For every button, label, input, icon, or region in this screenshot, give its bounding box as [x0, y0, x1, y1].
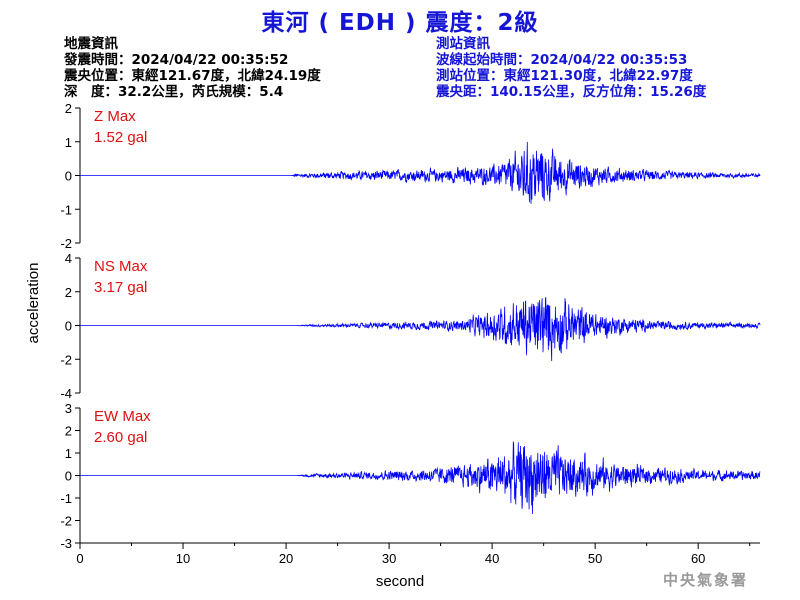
x-tick-label: 50: [588, 551, 602, 566]
wave-start-time: 波線起始時間：2024/04/22 00:35:53: [436, 52, 688, 68]
x-tick-label: 40: [485, 551, 499, 566]
x-tick-label: 20: [279, 551, 293, 566]
y-tick-label: -2: [60, 352, 72, 367]
epicenter-location: 震央位置：東經121.67度，北緯24.19度: [64, 68, 321, 84]
y-tick-label: -2: [60, 514, 72, 529]
y-tick-label: 4: [65, 251, 72, 266]
y-axis-label: acceleration: [25, 263, 42, 344]
y-tick-label: 2: [65, 424, 72, 439]
origin-time: 發震時間：2024/04/22 00:35:52: [64, 52, 289, 68]
page-title: 東河 ( EDH ) 震度：2級: [261, 10, 539, 36]
x-tick-label: 30: [382, 551, 396, 566]
panel-max-value: 3.17 gal: [94, 279, 147, 296]
agency-logo-text: 中央氣象署: [662, 571, 748, 589]
distance-azimuth: 震央距：140.15公里，反方位角：15.26度: [436, 84, 707, 100]
station-location: 測站位置：東經121.30度，北緯22.97度: [436, 68, 693, 84]
panel-channel-label: NS Max: [94, 258, 148, 275]
y-tick-label: -1: [60, 202, 72, 217]
y-tick-label: -4: [60, 386, 72, 401]
y-tick-label: 2: [65, 101, 72, 116]
panel-max-value: 1.52 gal: [94, 129, 147, 146]
y-tick-label: 0: [65, 469, 72, 484]
waveform-line: [80, 296, 761, 362]
x-axis-label: second: [376, 573, 424, 590]
panel-channel-label: Z Max: [94, 108, 136, 125]
y-tick-label: 1: [65, 446, 72, 461]
y-tick-label: 0: [65, 169, 72, 184]
y-tick-label: 1: [65, 135, 72, 150]
y-tick-label: -3: [60, 536, 72, 551]
y-tick-label: 2: [65, 285, 72, 300]
y-tick-label: -1: [60, 491, 72, 506]
y-tick-label: 3: [65, 401, 72, 416]
waveform-line: [80, 141, 761, 204]
earthquake-info: 地震資訊 發震時間：2024/04/22 00:35:52 震央位置：東經121…: [64, 36, 321, 100]
x-tick-label: 10: [176, 551, 190, 566]
waveform-line: [80, 441, 761, 515]
station-info-heading: 測站資訊: [436, 36, 490, 52]
y-tick-label: 0: [65, 319, 72, 334]
x-tick-label: 60: [691, 551, 705, 566]
earthquake-info-heading: 地震資訊: [64, 36, 118, 52]
y-tick-label: -2: [60, 236, 72, 251]
station-info: 測站資訊 波線起始時間：2024/04/22 00:35:53 測站位置：東經1…: [436, 36, 706, 100]
panel-max-value: 2.60 gal: [94, 429, 147, 446]
panel-channel-label: EW Max: [94, 408, 151, 425]
depth-magnitude: 深 度：32.2公里，芮氏規模：5.4: [64, 84, 284, 100]
x-tick-label: 0: [76, 551, 83, 566]
